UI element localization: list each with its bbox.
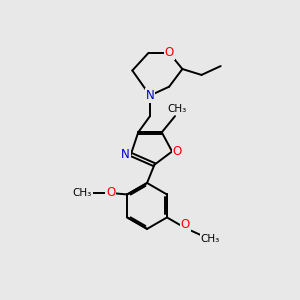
Text: N: N xyxy=(121,148,130,161)
Text: O: O xyxy=(173,145,182,158)
Text: CH₃: CH₃ xyxy=(73,188,92,198)
Text: O: O xyxy=(106,186,116,199)
Text: CH₃: CH₃ xyxy=(167,104,186,114)
Text: CH₃: CH₃ xyxy=(201,234,220,244)
Text: O: O xyxy=(181,218,190,231)
Text: N: N xyxy=(146,89,154,102)
Text: O: O xyxy=(164,46,174,59)
